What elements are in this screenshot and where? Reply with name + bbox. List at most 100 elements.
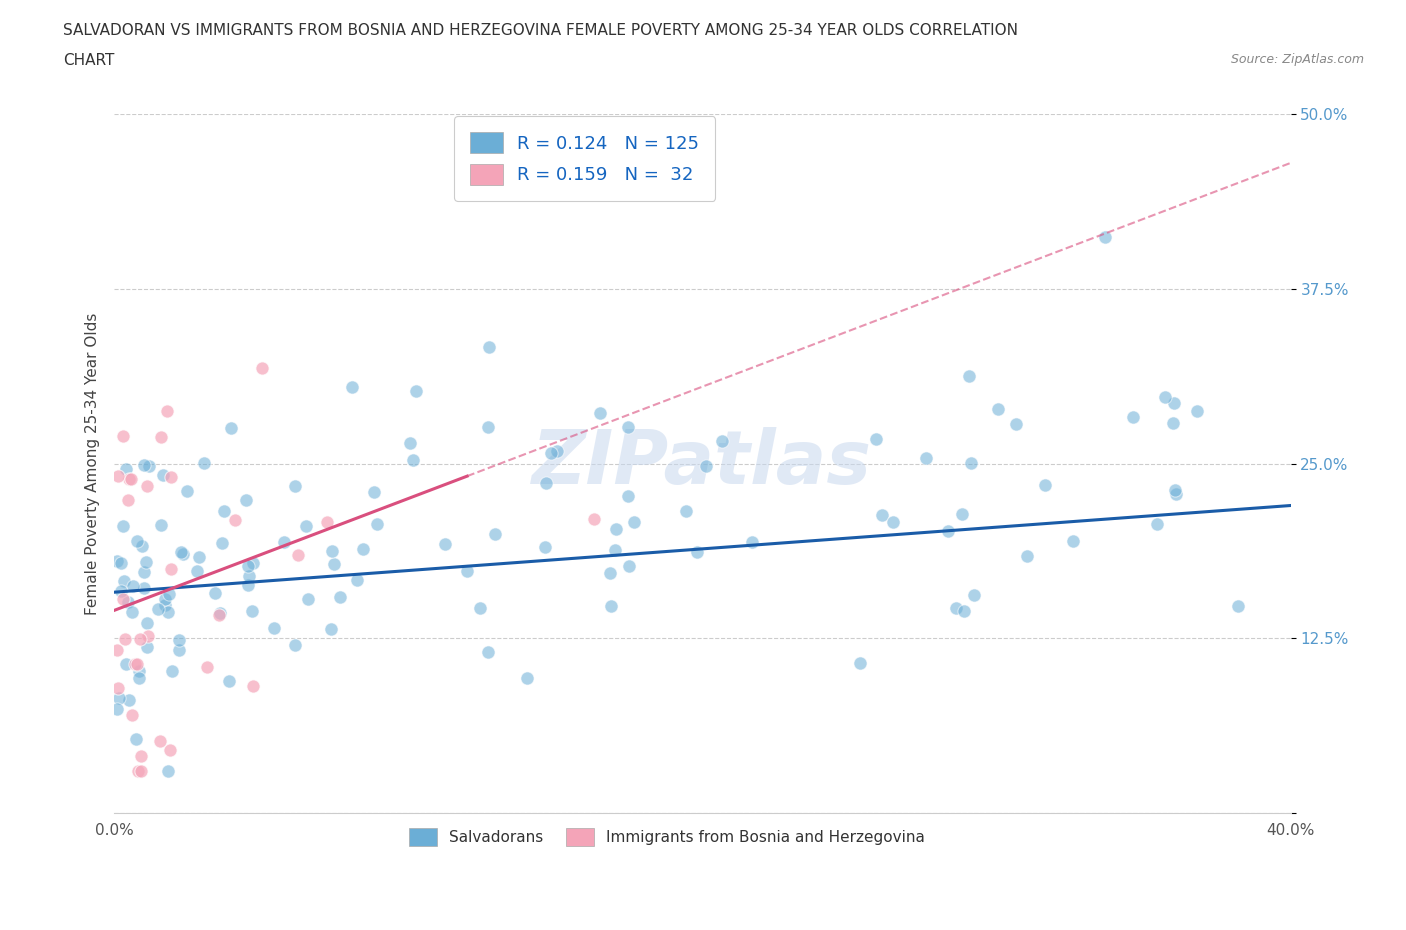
Point bbox=[238, 568, 260, 583]
Point bbox=[235, 493, 257, 508]
Point bbox=[132, 458, 155, 472]
Point bbox=[686, 544, 709, 559]
Point bbox=[153, 591, 176, 606]
Point bbox=[273, 535, 295, 550]
Point bbox=[1227, 599, 1250, 614]
Point bbox=[1154, 390, 1177, 405]
Point bbox=[118, 472, 141, 487]
Point bbox=[297, 591, 319, 606]
Point bbox=[242, 555, 264, 570]
Point bbox=[156, 604, 179, 619]
Point bbox=[366, 517, 388, 532]
Point bbox=[1163, 416, 1185, 431]
Point bbox=[157, 587, 180, 602]
Point bbox=[352, 541, 374, 556]
Point bbox=[128, 663, 150, 678]
Point bbox=[188, 550, 211, 565]
Point bbox=[240, 603, 263, 618]
Text: CHART: CHART bbox=[63, 53, 115, 68]
Point bbox=[211, 536, 233, 551]
Point bbox=[1062, 534, 1084, 549]
Point bbox=[238, 558, 260, 573]
Point bbox=[741, 535, 763, 550]
Point bbox=[1004, 417, 1026, 432]
Point bbox=[148, 602, 170, 617]
Point bbox=[105, 643, 128, 658]
Point bbox=[152, 467, 174, 482]
Point bbox=[120, 472, 142, 487]
Point bbox=[583, 512, 606, 527]
Point bbox=[287, 548, 309, 563]
Point bbox=[599, 565, 621, 580]
Point bbox=[172, 547, 194, 562]
Point bbox=[849, 656, 872, 671]
Point bbox=[212, 503, 235, 518]
Point bbox=[129, 631, 152, 646]
Point bbox=[134, 565, 156, 579]
Point bbox=[342, 379, 364, 394]
Point bbox=[128, 671, 150, 685]
Point bbox=[963, 588, 986, 603]
Point bbox=[186, 564, 208, 578]
Point bbox=[477, 644, 499, 659]
Point bbox=[516, 671, 538, 685]
Point bbox=[114, 631, 136, 646]
Point bbox=[242, 679, 264, 694]
Point bbox=[105, 553, 128, 568]
Point bbox=[176, 484, 198, 498]
Point bbox=[121, 604, 143, 619]
Point bbox=[1094, 230, 1116, 245]
Point bbox=[321, 622, 343, 637]
Point bbox=[129, 749, 152, 764]
Point bbox=[121, 708, 143, 723]
Point bbox=[950, 507, 973, 522]
Point bbox=[208, 607, 231, 622]
Y-axis label: Female Poverty Among 25-34 Year Olds: Female Poverty Among 25-34 Year Olds bbox=[86, 312, 100, 615]
Point bbox=[125, 534, 148, 549]
Point bbox=[129, 764, 152, 778]
Point bbox=[936, 524, 959, 538]
Point bbox=[953, 603, 976, 618]
Point bbox=[603, 542, 626, 557]
Point bbox=[710, 433, 733, 448]
Point bbox=[346, 573, 368, 588]
Point bbox=[322, 556, 344, 571]
Point bbox=[623, 514, 645, 529]
Point bbox=[534, 475, 557, 490]
Point bbox=[127, 764, 149, 778]
Point bbox=[263, 621, 285, 636]
Point bbox=[160, 562, 183, 577]
Point bbox=[112, 573, 135, 588]
Point bbox=[135, 616, 157, 631]
Point bbox=[588, 405, 610, 420]
Point bbox=[224, 512, 246, 527]
Point bbox=[136, 478, 159, 493]
Point bbox=[124, 657, 146, 671]
Point bbox=[599, 599, 621, 614]
Point bbox=[605, 522, 627, 537]
Point bbox=[945, 601, 967, 616]
Point bbox=[456, 564, 478, 578]
Point bbox=[1166, 487, 1188, 502]
Point bbox=[957, 368, 980, 383]
Point bbox=[534, 540, 557, 555]
Text: Source: ZipAtlas.com: Source: ZipAtlas.com bbox=[1230, 53, 1364, 66]
Point bbox=[131, 538, 153, 553]
Point bbox=[284, 479, 307, 494]
Point bbox=[284, 638, 307, 653]
Text: ZIPatlas: ZIPatlas bbox=[533, 427, 872, 500]
Point bbox=[295, 518, 318, 533]
Point bbox=[193, 456, 215, 471]
Point bbox=[153, 598, 176, 613]
Point bbox=[135, 554, 157, 569]
Point bbox=[1122, 409, 1144, 424]
Point bbox=[111, 428, 134, 443]
Point bbox=[122, 578, 145, 593]
Point bbox=[960, 456, 983, 471]
Point bbox=[468, 601, 491, 616]
Point bbox=[125, 732, 148, 747]
Point bbox=[149, 734, 172, 749]
Point bbox=[111, 591, 134, 606]
Point bbox=[125, 657, 148, 671]
Point bbox=[156, 764, 179, 778]
